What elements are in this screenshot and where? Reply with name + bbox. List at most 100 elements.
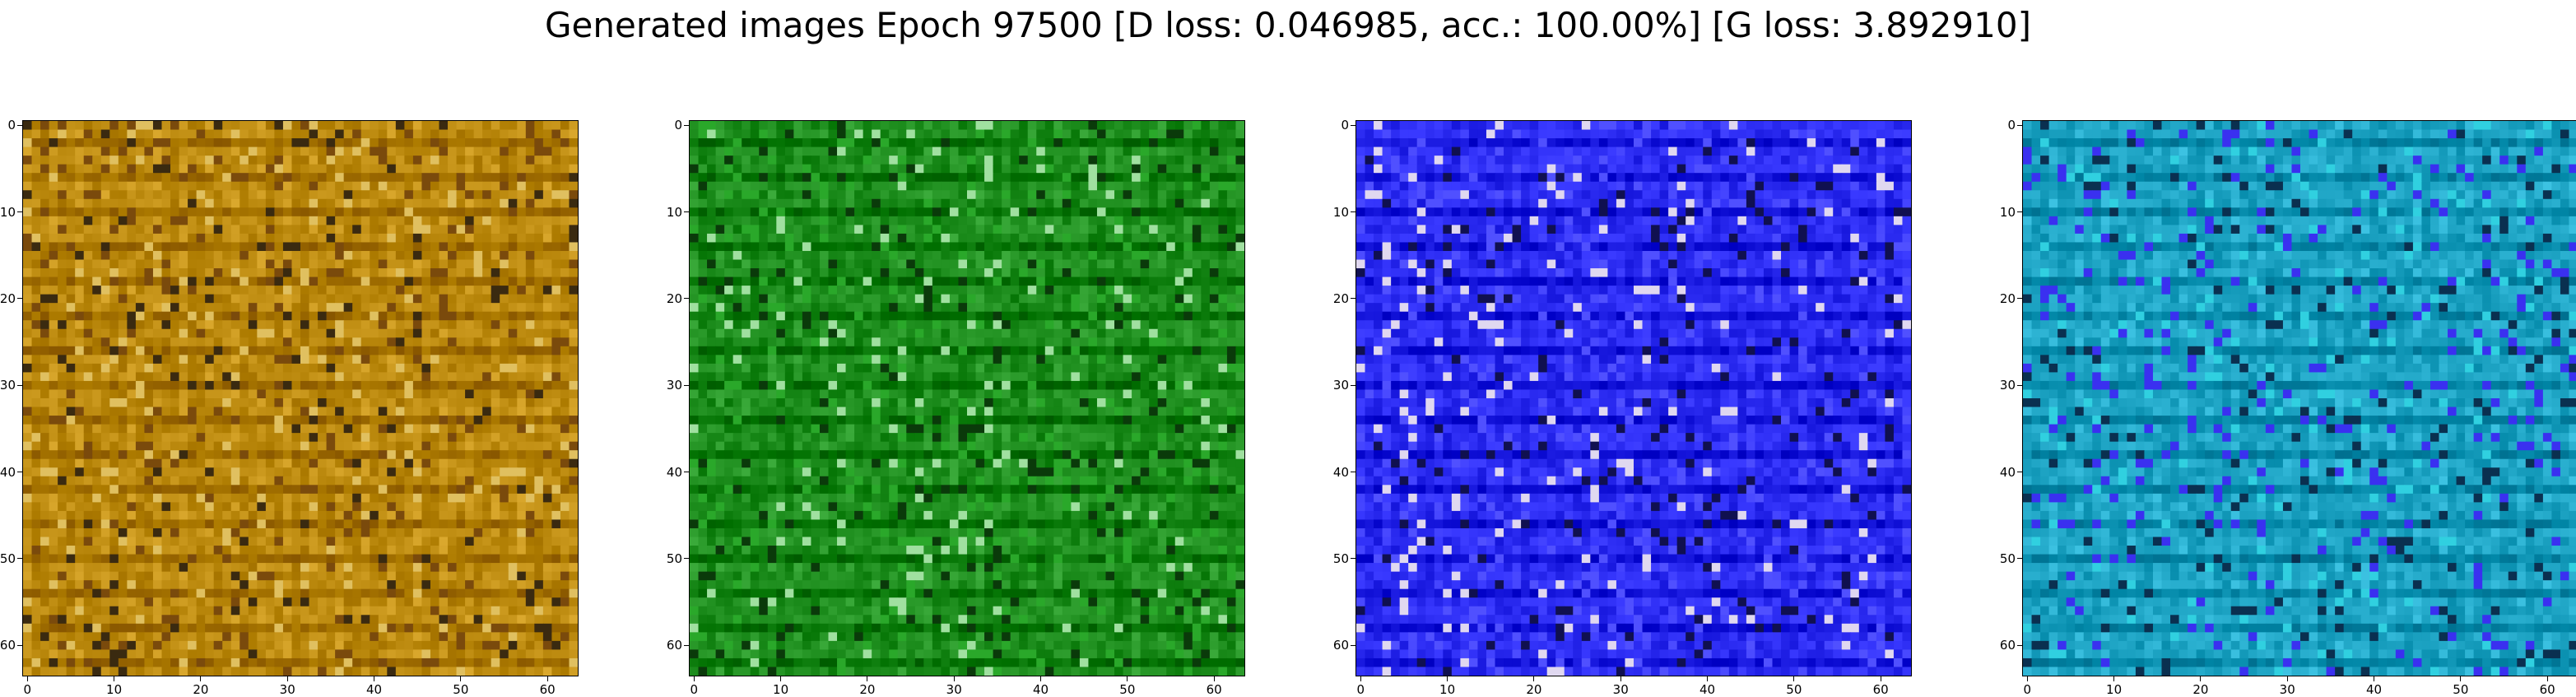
pixel-cell bbox=[40, 242, 50, 252]
pixel-cell bbox=[135, 510, 146, 521]
pixel-cell bbox=[118, 242, 128, 252]
pixel-cell bbox=[49, 216, 58, 225]
pixel-cell bbox=[412, 458, 423, 468]
pixel-cell bbox=[1183, 146, 1193, 156]
pixel-cell bbox=[1027, 207, 1037, 217]
pixel-cell bbox=[75, 389, 85, 399]
pixel-cell bbox=[335, 563, 345, 573]
pixel-cell bbox=[378, 146, 388, 156]
pixel-cell bbox=[448, 632, 458, 642]
pixel-cell bbox=[949, 225, 960, 235]
pixel-cell bbox=[412, 303, 423, 313]
pixel-cell bbox=[222, 346, 232, 355]
pixel-cell bbox=[456, 259, 466, 269]
pixel-cell bbox=[404, 259, 414, 269]
pixel-cell bbox=[750, 233, 760, 244]
pixel-cell bbox=[404, 276, 414, 286]
pixel-cell bbox=[265, 207, 276, 217]
pixel-cell bbox=[49, 380, 58, 391]
pixel-cell bbox=[309, 225, 319, 235]
pixel-cell bbox=[309, 588, 319, 598]
pixel-cell bbox=[784, 216, 794, 225]
pixel-cell bbox=[144, 510, 154, 521]
pixel-cell bbox=[542, 510, 553, 521]
pixel-cell bbox=[23, 225, 33, 235]
pixel-cell bbox=[100, 337, 110, 347]
pixel-cell bbox=[448, 640, 458, 651]
pixel-cell bbox=[784, 156, 794, 165]
pixel-cell bbox=[109, 597, 119, 607]
pixel-cell bbox=[1062, 225, 1072, 235]
pixel-cell bbox=[508, 450, 518, 460]
pixel-cell bbox=[49, 667, 58, 676]
pixel-cell bbox=[1140, 207, 1150, 217]
pixel-cell bbox=[448, 146, 458, 156]
pixel-cell bbox=[31, 259, 41, 269]
pixel-cell bbox=[430, 667, 440, 676]
pixel-cell bbox=[448, 121, 458, 131]
pixel-cell bbox=[430, 198, 440, 208]
pixel-cell bbox=[343, 615, 353, 625]
pixel-cell bbox=[690, 138, 700, 148]
pixel-cell bbox=[205, 527, 215, 538]
pixel-cell bbox=[265, 346, 276, 355]
pixel-cell bbox=[473, 658, 483, 668]
pixel-cell bbox=[118, 311, 128, 321]
pixel-cell bbox=[40, 615, 50, 625]
pixel-cell bbox=[222, 649, 232, 659]
pixel-cell bbox=[967, 233, 977, 244]
pixel-cell bbox=[1079, 121, 1090, 131]
pixel-cell bbox=[456, 242, 466, 252]
pixel-cell bbox=[92, 667, 102, 676]
pixel-cell bbox=[257, 398, 267, 408]
pixel-cell bbox=[239, 164, 249, 174]
pixel-cell bbox=[291, 658, 301, 668]
pixel-cell bbox=[265, 519, 276, 529]
pixel-cell bbox=[517, 328, 527, 338]
pixel-cell bbox=[491, 433, 500, 443]
pixel-cell bbox=[967, 216, 977, 225]
pixel-cell bbox=[880, 198, 890, 208]
pixel-cell bbox=[569, 250, 578, 261]
pixel-cell bbox=[75, 502, 85, 512]
pixel-cell bbox=[465, 519, 475, 529]
pixel-cell bbox=[1140, 129, 1150, 139]
pixel-cell bbox=[66, 129, 76, 139]
pixel-cell bbox=[352, 398, 362, 408]
pixel-cell bbox=[508, 467, 518, 477]
pixel-cell bbox=[360, 156, 370, 165]
pixel-cell bbox=[387, 667, 397, 676]
pixel-cell bbox=[318, 242, 328, 252]
pixel-cell bbox=[360, 580, 370, 590]
pixel-cell bbox=[291, 121, 301, 131]
pixel-cell bbox=[404, 121, 414, 131]
pixel-cell bbox=[161, 433, 171, 443]
pixel-cell bbox=[569, 190, 578, 200]
pixel-cell bbox=[439, 658, 449, 668]
pixel-cell bbox=[569, 225, 578, 235]
pixel-cell bbox=[395, 537, 405, 546]
pixel-cell bbox=[282, 623, 293, 633]
pixel-cell bbox=[404, 467, 414, 477]
pixel-cell bbox=[370, 156, 379, 165]
pixel-cell bbox=[517, 424, 527, 434]
pixel-cell bbox=[300, 527, 310, 538]
pixel-cell bbox=[135, 623, 146, 633]
pixel-cell bbox=[135, 286, 146, 295]
pixel-cell bbox=[872, 164, 881, 174]
pixel-cell bbox=[222, 363, 232, 374]
pixel-cell bbox=[49, 510, 58, 521]
pixel-cell bbox=[1079, 190, 1090, 200]
pixel-cell bbox=[230, 328, 240, 338]
pixel-cell bbox=[370, 493, 379, 503]
pixel-cell bbox=[265, 328, 276, 338]
pixel-cell bbox=[439, 242, 449, 252]
pixel-cell bbox=[517, 588, 527, 598]
pixel-cell bbox=[1226, 225, 1237, 235]
pixel-cell bbox=[335, 121, 345, 131]
pixel-cell bbox=[456, 294, 466, 304]
pixel-cell bbox=[100, 372, 110, 382]
pixel-cell bbox=[802, 121, 812, 131]
pixel-cell bbox=[500, 606, 509, 616]
pixel-cell bbox=[257, 121, 267, 131]
